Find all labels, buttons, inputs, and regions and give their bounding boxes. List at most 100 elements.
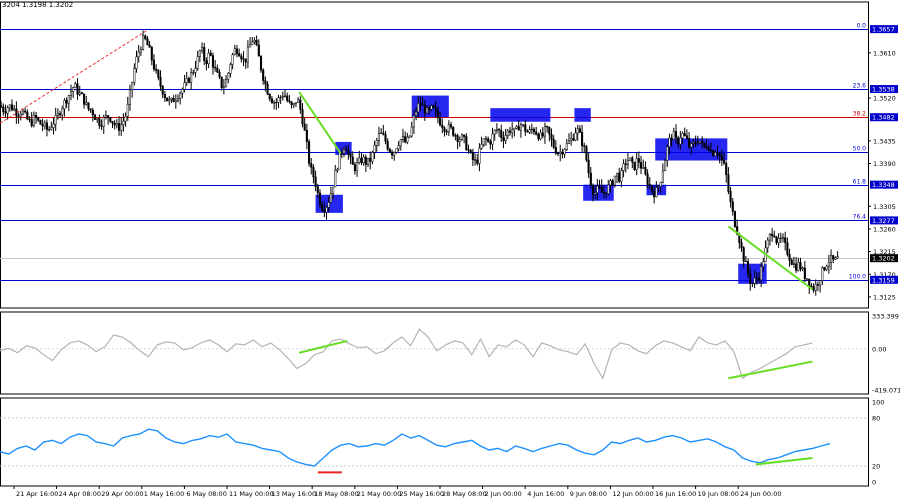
candle-body <box>581 132 584 146</box>
price-tick-label: 1.3520 <box>873 95 896 103</box>
price-divergence-line <box>727 225 814 291</box>
candle-body <box>251 41 254 45</box>
candle-body <box>578 128 581 133</box>
candle-body <box>781 237 785 239</box>
candle-body <box>358 157 361 163</box>
candle-body <box>714 152 717 157</box>
candle-body <box>371 152 374 162</box>
candle-body <box>823 267 826 270</box>
candle-body <box>10 104 14 111</box>
time-axis: 21 Apr 16:00 24 Apr 08:00 29 Apr 00:00 1 Ma… <box>13 486 781 498</box>
time-tick-label: 13 May 16:00 <box>272 490 317 498</box>
candle-body <box>386 140 389 150</box>
candle-body <box>382 132 385 135</box>
candle-body <box>430 105 433 110</box>
candle-body <box>495 129 498 131</box>
candle-body <box>469 149 472 153</box>
candle-body <box>749 272 752 284</box>
candle-body <box>17 115 20 117</box>
candle-body <box>203 47 206 61</box>
candle-body <box>69 91 73 96</box>
candle-body <box>773 235 776 238</box>
candle-body <box>771 234 774 237</box>
candle-body <box>524 124 527 132</box>
fib-price-tag <box>870 113 898 122</box>
candle-body <box>825 265 828 270</box>
fib-level-ratio: 76.4 <box>853 214 867 221</box>
candle-body <box>808 278 811 287</box>
candle-body <box>816 284 820 286</box>
candle-body <box>552 138 555 148</box>
candle-body <box>637 158 640 163</box>
candle-body <box>618 172 621 182</box>
candle-body <box>441 124 444 129</box>
candle-body <box>377 133 380 141</box>
candle-body <box>128 89 132 105</box>
candle-body <box>240 55 243 60</box>
price-tick-label: 1.3305 <box>873 203 896 211</box>
candle-body <box>526 131 529 133</box>
candle-body <box>718 153 721 157</box>
candle-body <box>583 145 586 148</box>
candle-body <box>720 155 723 161</box>
candle-body <box>329 193 332 203</box>
candle-body <box>629 157 632 161</box>
drawn-lines[interactable] <box>0 29 814 291</box>
candle-body <box>404 136 407 143</box>
signal-box <box>574 108 591 122</box>
candle-body <box>373 145 376 153</box>
candle-body <box>323 209 326 213</box>
candle-body <box>275 101 278 104</box>
candle-body <box>122 120 125 125</box>
candle-body <box>642 167 645 169</box>
fib-level-ratio: 50.0 <box>853 146 867 153</box>
cci-tick-label: -419.071 <box>872 387 900 395</box>
time-tick-label: 18 May 08:00 <box>314 490 359 498</box>
candle-body <box>478 148 481 164</box>
candle-body <box>511 129 514 133</box>
cci-indicator: 333.3997 0.00 -419.071 <box>0 313 900 395</box>
candle-body <box>321 204 324 211</box>
candle-body <box>792 263 795 265</box>
candle-body <box>460 134 463 140</box>
signal-boxes[interactable] <box>315 95 767 284</box>
candle-body <box>26 111 29 120</box>
candle-body <box>345 149 348 152</box>
time-tick-label: 9 Jun 08:00 <box>570 490 607 498</box>
fib-level-ratio: 38.2 <box>853 111 867 118</box>
candle-body <box>740 242 743 248</box>
fib-price-tag-label: 1.3538 <box>872 86 895 94</box>
candle-body <box>465 136 468 151</box>
candle-body <box>50 127 53 130</box>
candle-body <box>679 137 682 145</box>
candle-body <box>142 35 145 50</box>
candle-body <box>659 181 662 187</box>
candle-body <box>190 72 193 83</box>
time-tick-label: 11 May 00:00 <box>229 490 274 498</box>
candle-body <box>674 131 678 138</box>
candle-body <box>198 50 201 57</box>
fib-price-tag-label: 1.3348 <box>872 181 895 189</box>
candle-body <box>757 277 761 281</box>
candle-body <box>535 131 538 135</box>
candle-body <box>539 132 542 140</box>
candle-body <box>135 56 138 69</box>
candle-body <box>349 153 352 158</box>
candle-body <box>801 267 804 270</box>
candle-body <box>120 124 123 131</box>
candle-body <box>493 130 496 135</box>
candle-body <box>229 64 232 74</box>
candle-body <box>622 163 625 171</box>
candle-body <box>115 123 118 126</box>
candle-body <box>366 157 370 165</box>
candle-body <box>755 277 758 279</box>
candle-body <box>685 135 688 139</box>
candle-body <box>661 170 664 183</box>
candle-body <box>648 184 651 186</box>
candle-body <box>615 172 619 177</box>
candle-body <box>480 144 483 149</box>
candle-body <box>65 100 68 104</box>
candle-body <box>268 94 271 100</box>
candle-body <box>600 186 603 193</box>
candle-body <box>729 191 732 203</box>
